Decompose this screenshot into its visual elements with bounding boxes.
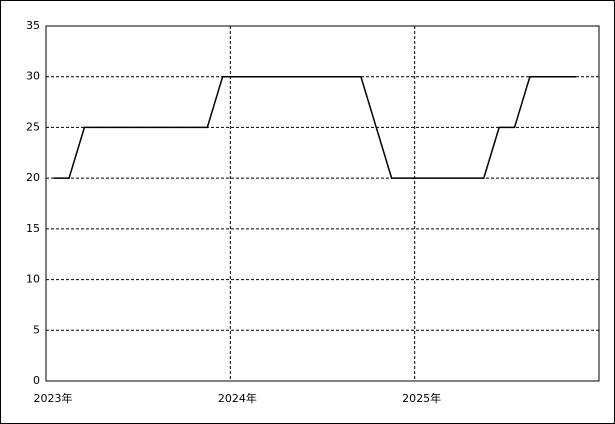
y-tick-label: 15 bbox=[26, 222, 40, 235]
y-tick-label: 5 bbox=[33, 323, 40, 336]
y-tick-label: 10 bbox=[26, 273, 40, 286]
y-tick-label: 25 bbox=[26, 120, 40, 133]
x-tick-label: 2024年 bbox=[218, 391, 257, 405]
y-tick-label: 30 bbox=[26, 70, 40, 83]
y-tick-label: 0 bbox=[33, 374, 40, 387]
plot-frame bbox=[45, 25, 600, 382]
line bbox=[53, 75, 576, 179]
x-tick-label: 2023年 bbox=[34, 391, 73, 405]
y-tick-label: 35 bbox=[26, 19, 40, 32]
y-tick-label: 20 bbox=[26, 171, 40, 184]
x-tick-label: 2025年 bbox=[402, 391, 441, 405]
